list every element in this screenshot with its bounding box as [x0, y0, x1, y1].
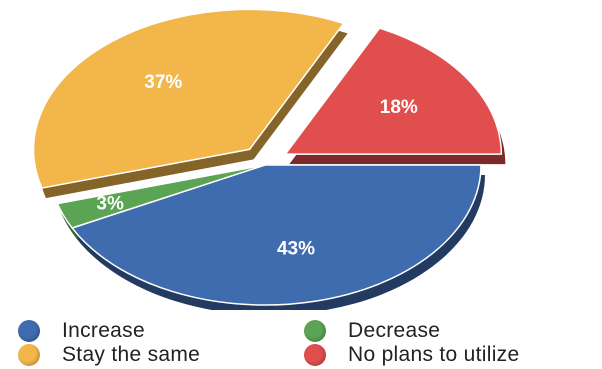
- legend-item-increase: Increase: [18, 318, 145, 344]
- legend-label-stay-same: Stay the same: [62, 343, 201, 366]
- legend-item-decrease: Decrease: [304, 318, 440, 344]
- pie-label-no-plans-to-utilize: 18%: [380, 97, 418, 118]
- legend-item-no-plans: No plans to utilize: [304, 342, 519, 368]
- legend-swatch-increase: [18, 320, 40, 342]
- pie-slice-decrease: [56, 164, 266, 229]
- pie-label-stay-the-same: 37%: [144, 72, 182, 93]
- legend-item-stay-same: Stay the same: [18, 342, 200, 368]
- pie-label-increase: 43%: [277, 238, 315, 259]
- legend-swatch-decrease: [304, 320, 326, 342]
- pie-label-decrease: 3%: [96, 193, 124, 214]
- pie-slice-stay-the-same: [32, 8, 345, 189]
- legend-swatch-no-plans: [304, 344, 326, 366]
- chart-legend: Increase Decrease Stay the same No plans…: [0, 312, 602, 369]
- legend-label-decrease: Decrease: [348, 319, 441, 342]
- pie-slice-increase: [70, 164, 482, 306]
- pie-chart: 43% 3% 37% 18%: [32, 8, 506, 310]
- legend-swatch-stay-same: [18, 344, 40, 366]
- legend-label-increase: Increase: [62, 319, 145, 342]
- pie-slice-no-plans-to-utilize: [283, 27, 503, 155]
- legend-label-no-plans: No plans to utilize: [348, 343, 520, 366]
